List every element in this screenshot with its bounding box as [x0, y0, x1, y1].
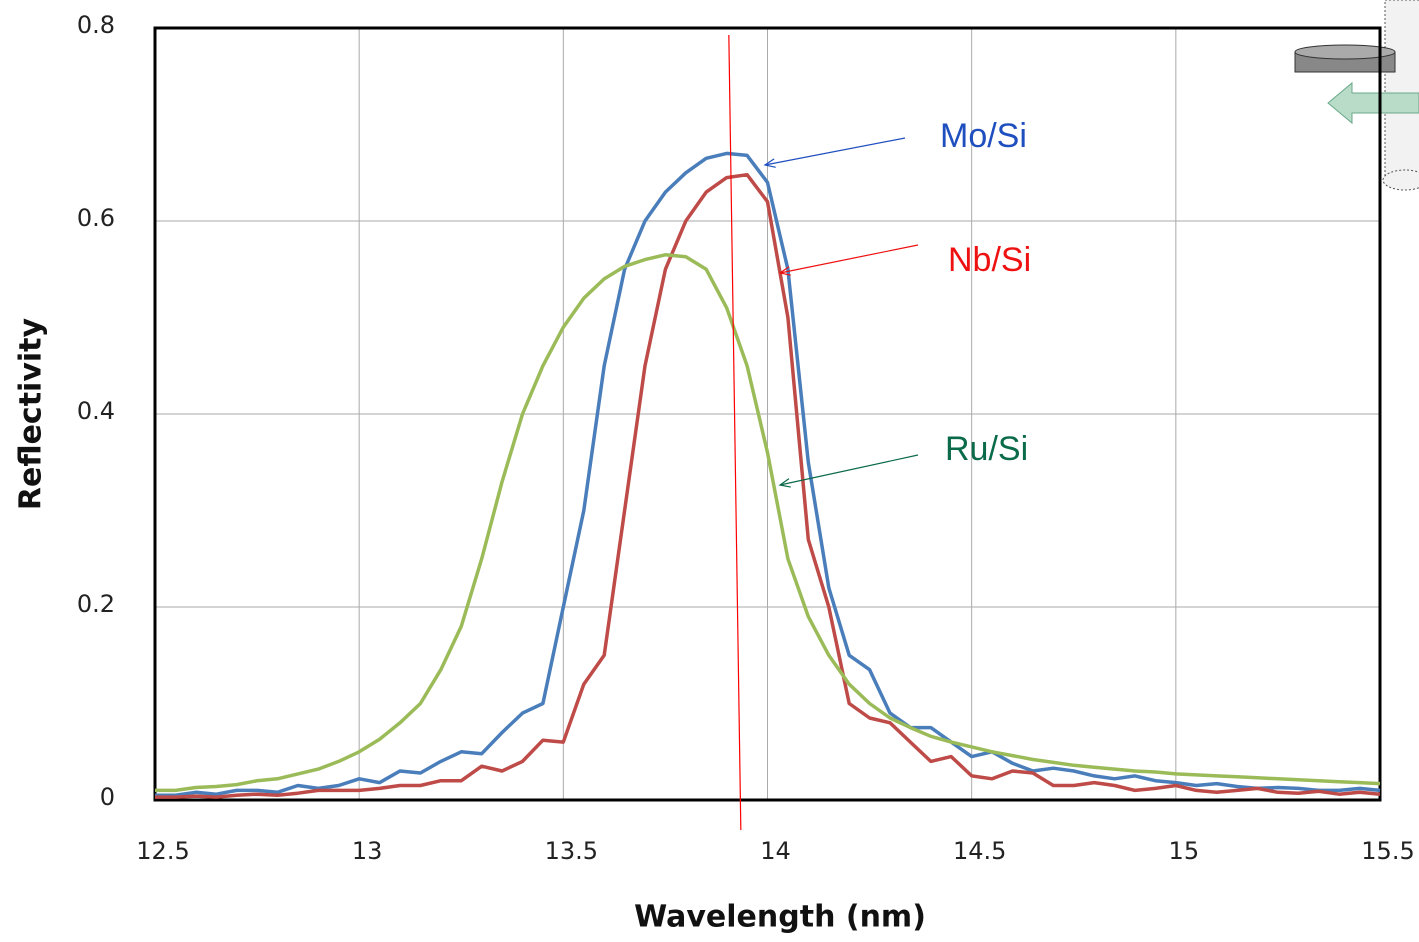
x-tick-label: 14.5 [953, 837, 1006, 865]
y-tick-label: 0.2 [77, 590, 115, 618]
series-label: Nb/Si [948, 241, 1031, 279]
decoration [1294, 0, 1419, 191]
arrow-head [763, 158, 776, 168]
series-label: Mo/Si [940, 117, 1027, 155]
x-tick-label: 12.5 [136, 837, 189, 865]
series-label: Ru/Si [945, 430, 1028, 468]
annotation-arrow [779, 244, 919, 274]
x-tick-label: 14 [760, 837, 791, 865]
x-tick-label: 15 [1169, 837, 1200, 865]
arrow-head [778, 478, 791, 488]
x-tick-label: 15.5 [1361, 837, 1414, 865]
annotation-arrow [764, 137, 906, 166]
x-tick-label: 13.5 [545, 837, 598, 865]
arrow-head [778, 266, 791, 276]
x-tick-label: 13 [352, 837, 383, 865]
y-tick-label: 0 [100, 783, 115, 811]
series-line [155, 151, 1381, 797]
y-axis-title: Reflectivity [14, 317, 49, 510]
series-line [155, 253, 1381, 793]
y-tick-label: 0.8 [77, 11, 115, 39]
x-axis-title: Wavelength (nm) [634, 900, 926, 935]
series-line [155, 172, 1381, 799]
y-tick-label: 0.4 [77, 397, 115, 425]
plot-frame [153, 26, 1382, 802]
annotation-arrow [779, 454, 919, 486]
marker-line [728, 34, 742, 831]
y-tick-label: 0.6 [77, 204, 115, 232]
